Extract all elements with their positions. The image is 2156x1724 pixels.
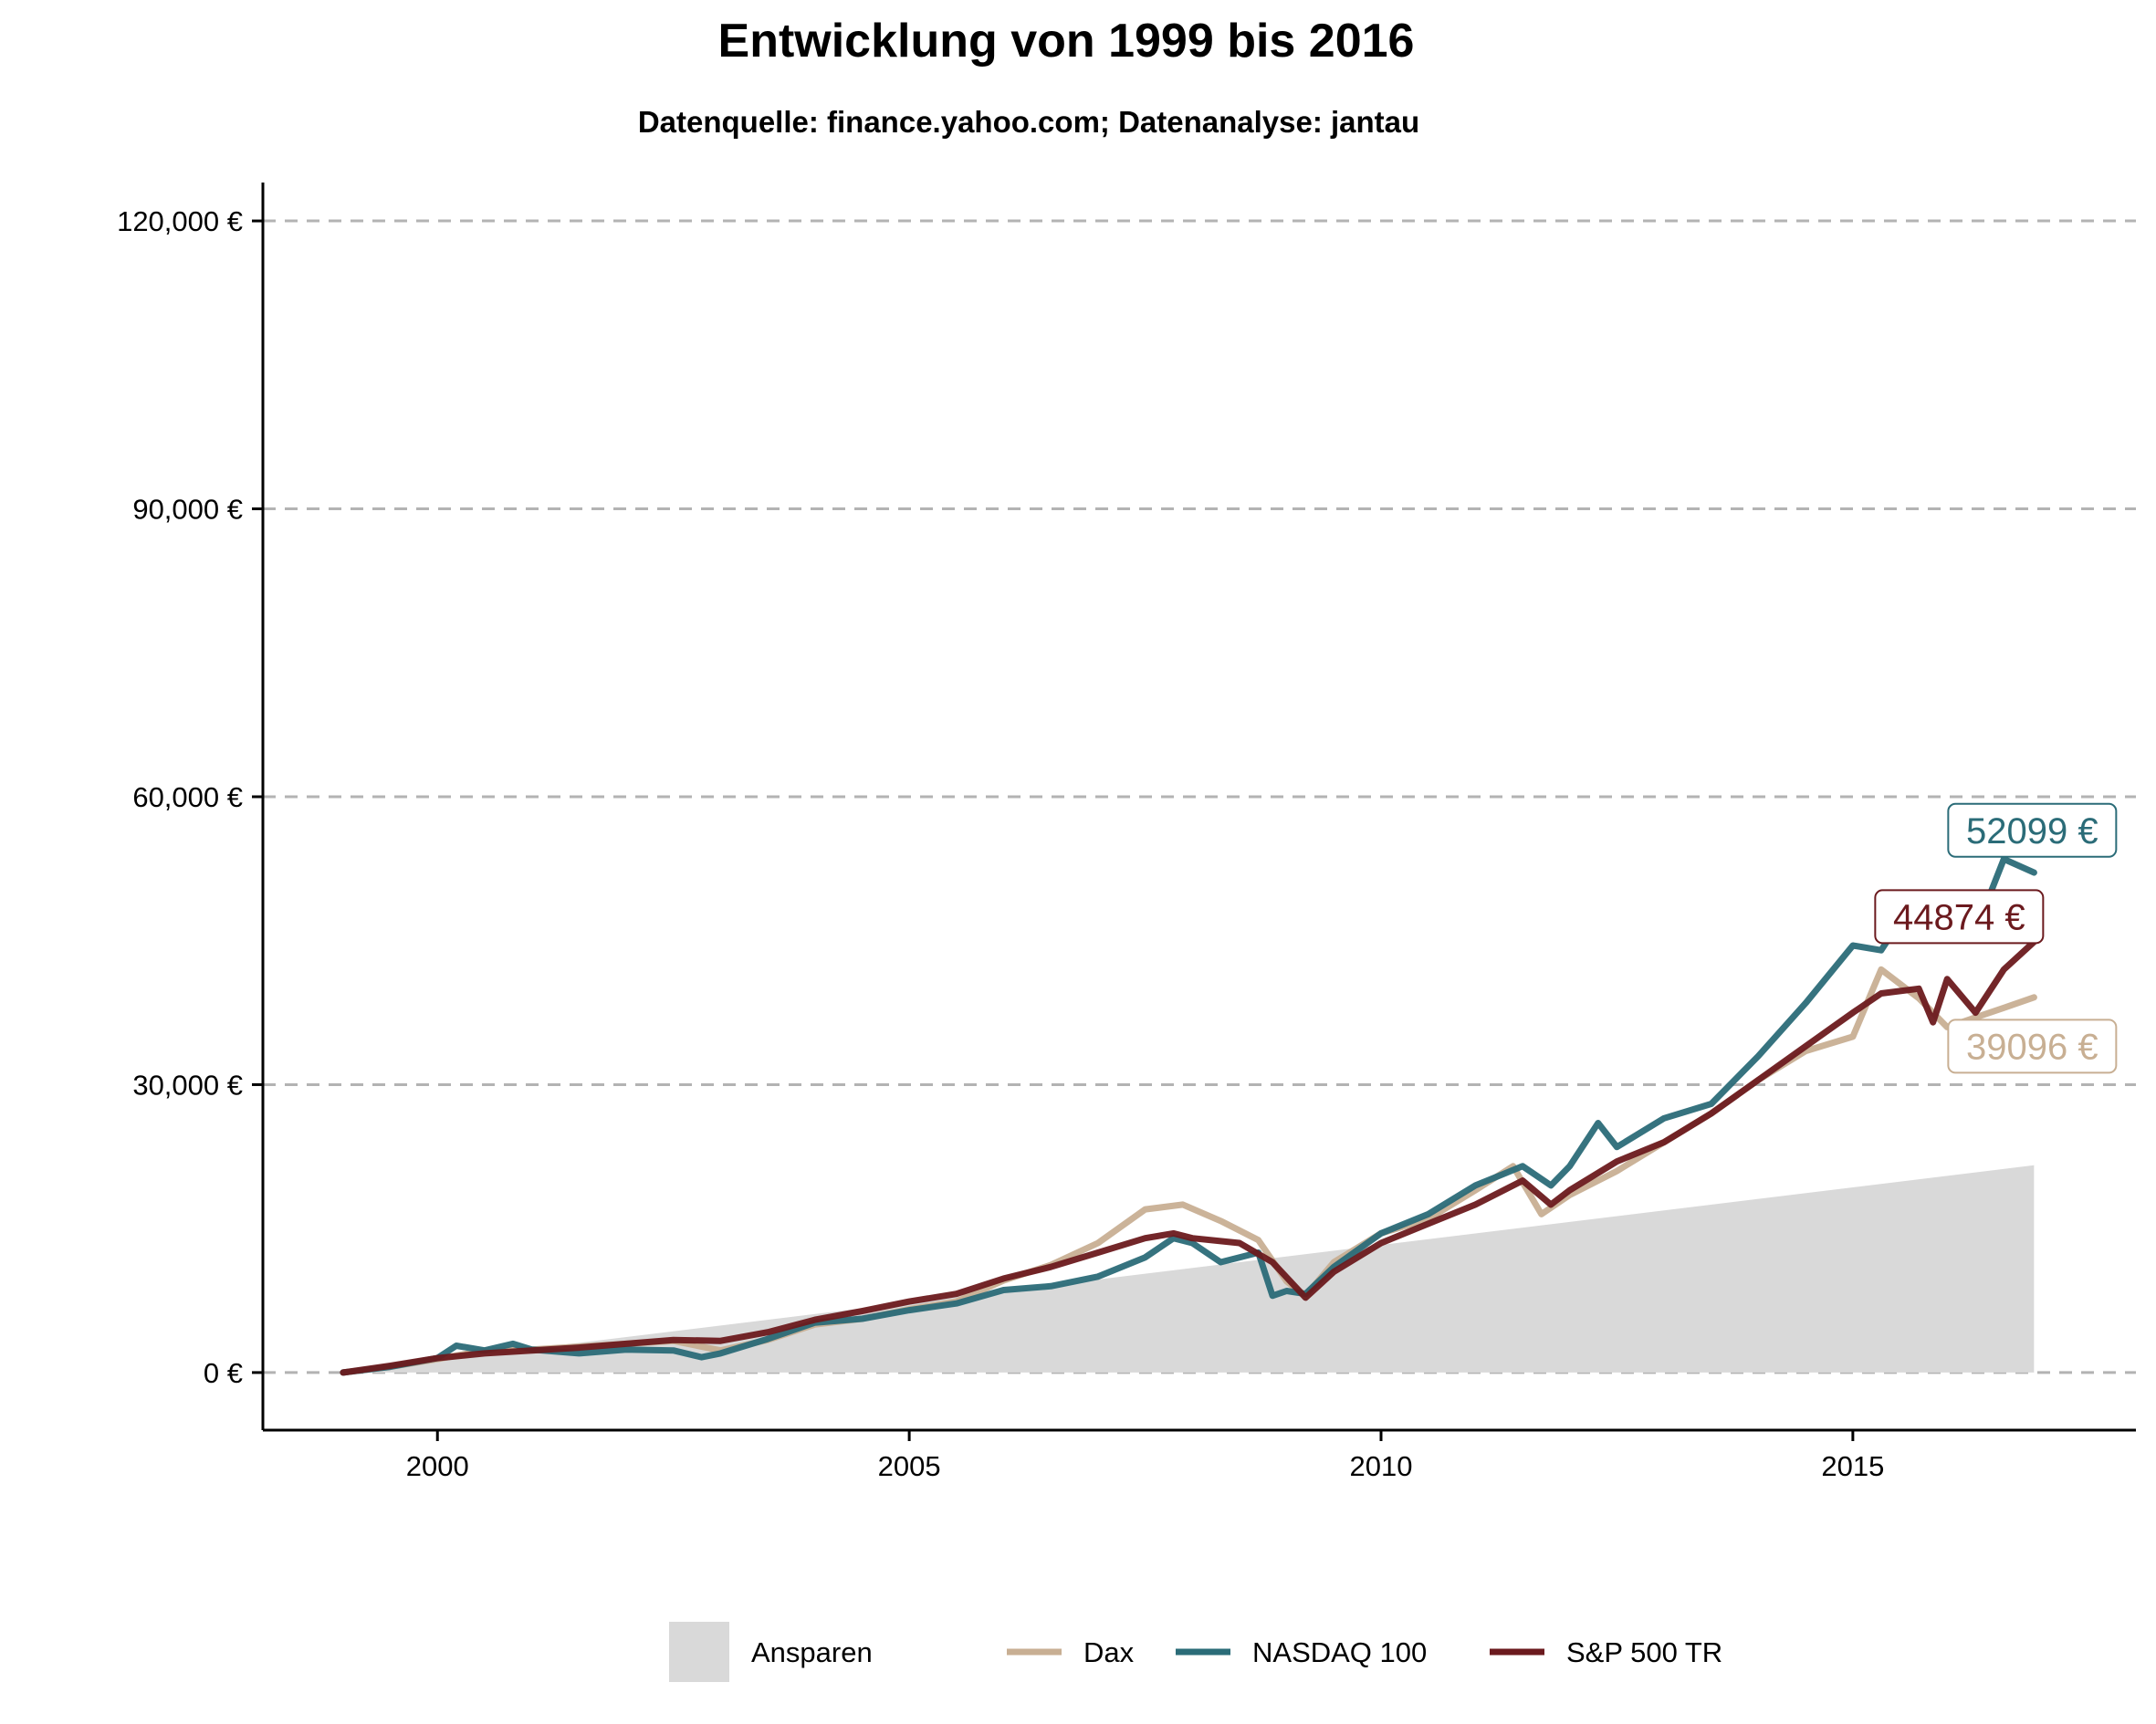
y-tick-label: 0 € xyxy=(204,1357,243,1389)
x-tick-label: 2010 xyxy=(1350,1450,1413,1482)
ansparen-area-layer xyxy=(342,1165,2035,1373)
end-label-value: 44874 € xyxy=(1893,897,2025,937)
y-tick-label: 90,000 € xyxy=(132,494,243,526)
series-line xyxy=(340,855,2037,1376)
x-tick-label: 2000 xyxy=(406,1450,469,1482)
legend-key-area xyxy=(669,1622,729,1682)
legend-label: NASDAQ 100 xyxy=(1252,1636,1427,1668)
axes: 0 € 30,000 € 60,000 € 90,000 € 120,000 € 2000… xyxy=(117,183,2136,1482)
end-label-value: 39096 € xyxy=(1966,1027,2098,1067)
series-lines-layer xyxy=(340,855,2037,1376)
end-label-value: 52099 € xyxy=(1966,811,2098,852)
legend-label: S&P 500 TR xyxy=(1566,1636,1722,1668)
x-tick-label: 2015 xyxy=(1821,1450,1884,1482)
series-line xyxy=(340,938,2037,1376)
ansparen-area xyxy=(342,1165,2035,1373)
y-tick-label: 120,000 € xyxy=(117,205,243,237)
legend-label: Ansparen xyxy=(751,1636,873,1668)
end-label-box xyxy=(1947,802,2118,858)
legend: Ansparen Dax NASDAQ 100 S&P 500 TR xyxy=(669,1622,1722,1682)
end-label-box xyxy=(1874,889,2045,945)
chart-subtitle: Datenquelle: finance.yahoo.com; Datenana… xyxy=(638,105,1419,139)
end-label-box xyxy=(1947,1019,2118,1074)
x-tick-label: 2005 xyxy=(878,1450,941,1482)
end-labels-layer: 39096 € 44874 € 52099 € xyxy=(1874,802,2118,1074)
y-tick-label: 60,000 € xyxy=(132,781,243,813)
y-tick-label: 30,000 € xyxy=(132,1069,243,1101)
chart-title: Entwicklung von 1999 bis 2016 xyxy=(718,15,1415,68)
legend-label: Dax xyxy=(1083,1636,1135,1668)
